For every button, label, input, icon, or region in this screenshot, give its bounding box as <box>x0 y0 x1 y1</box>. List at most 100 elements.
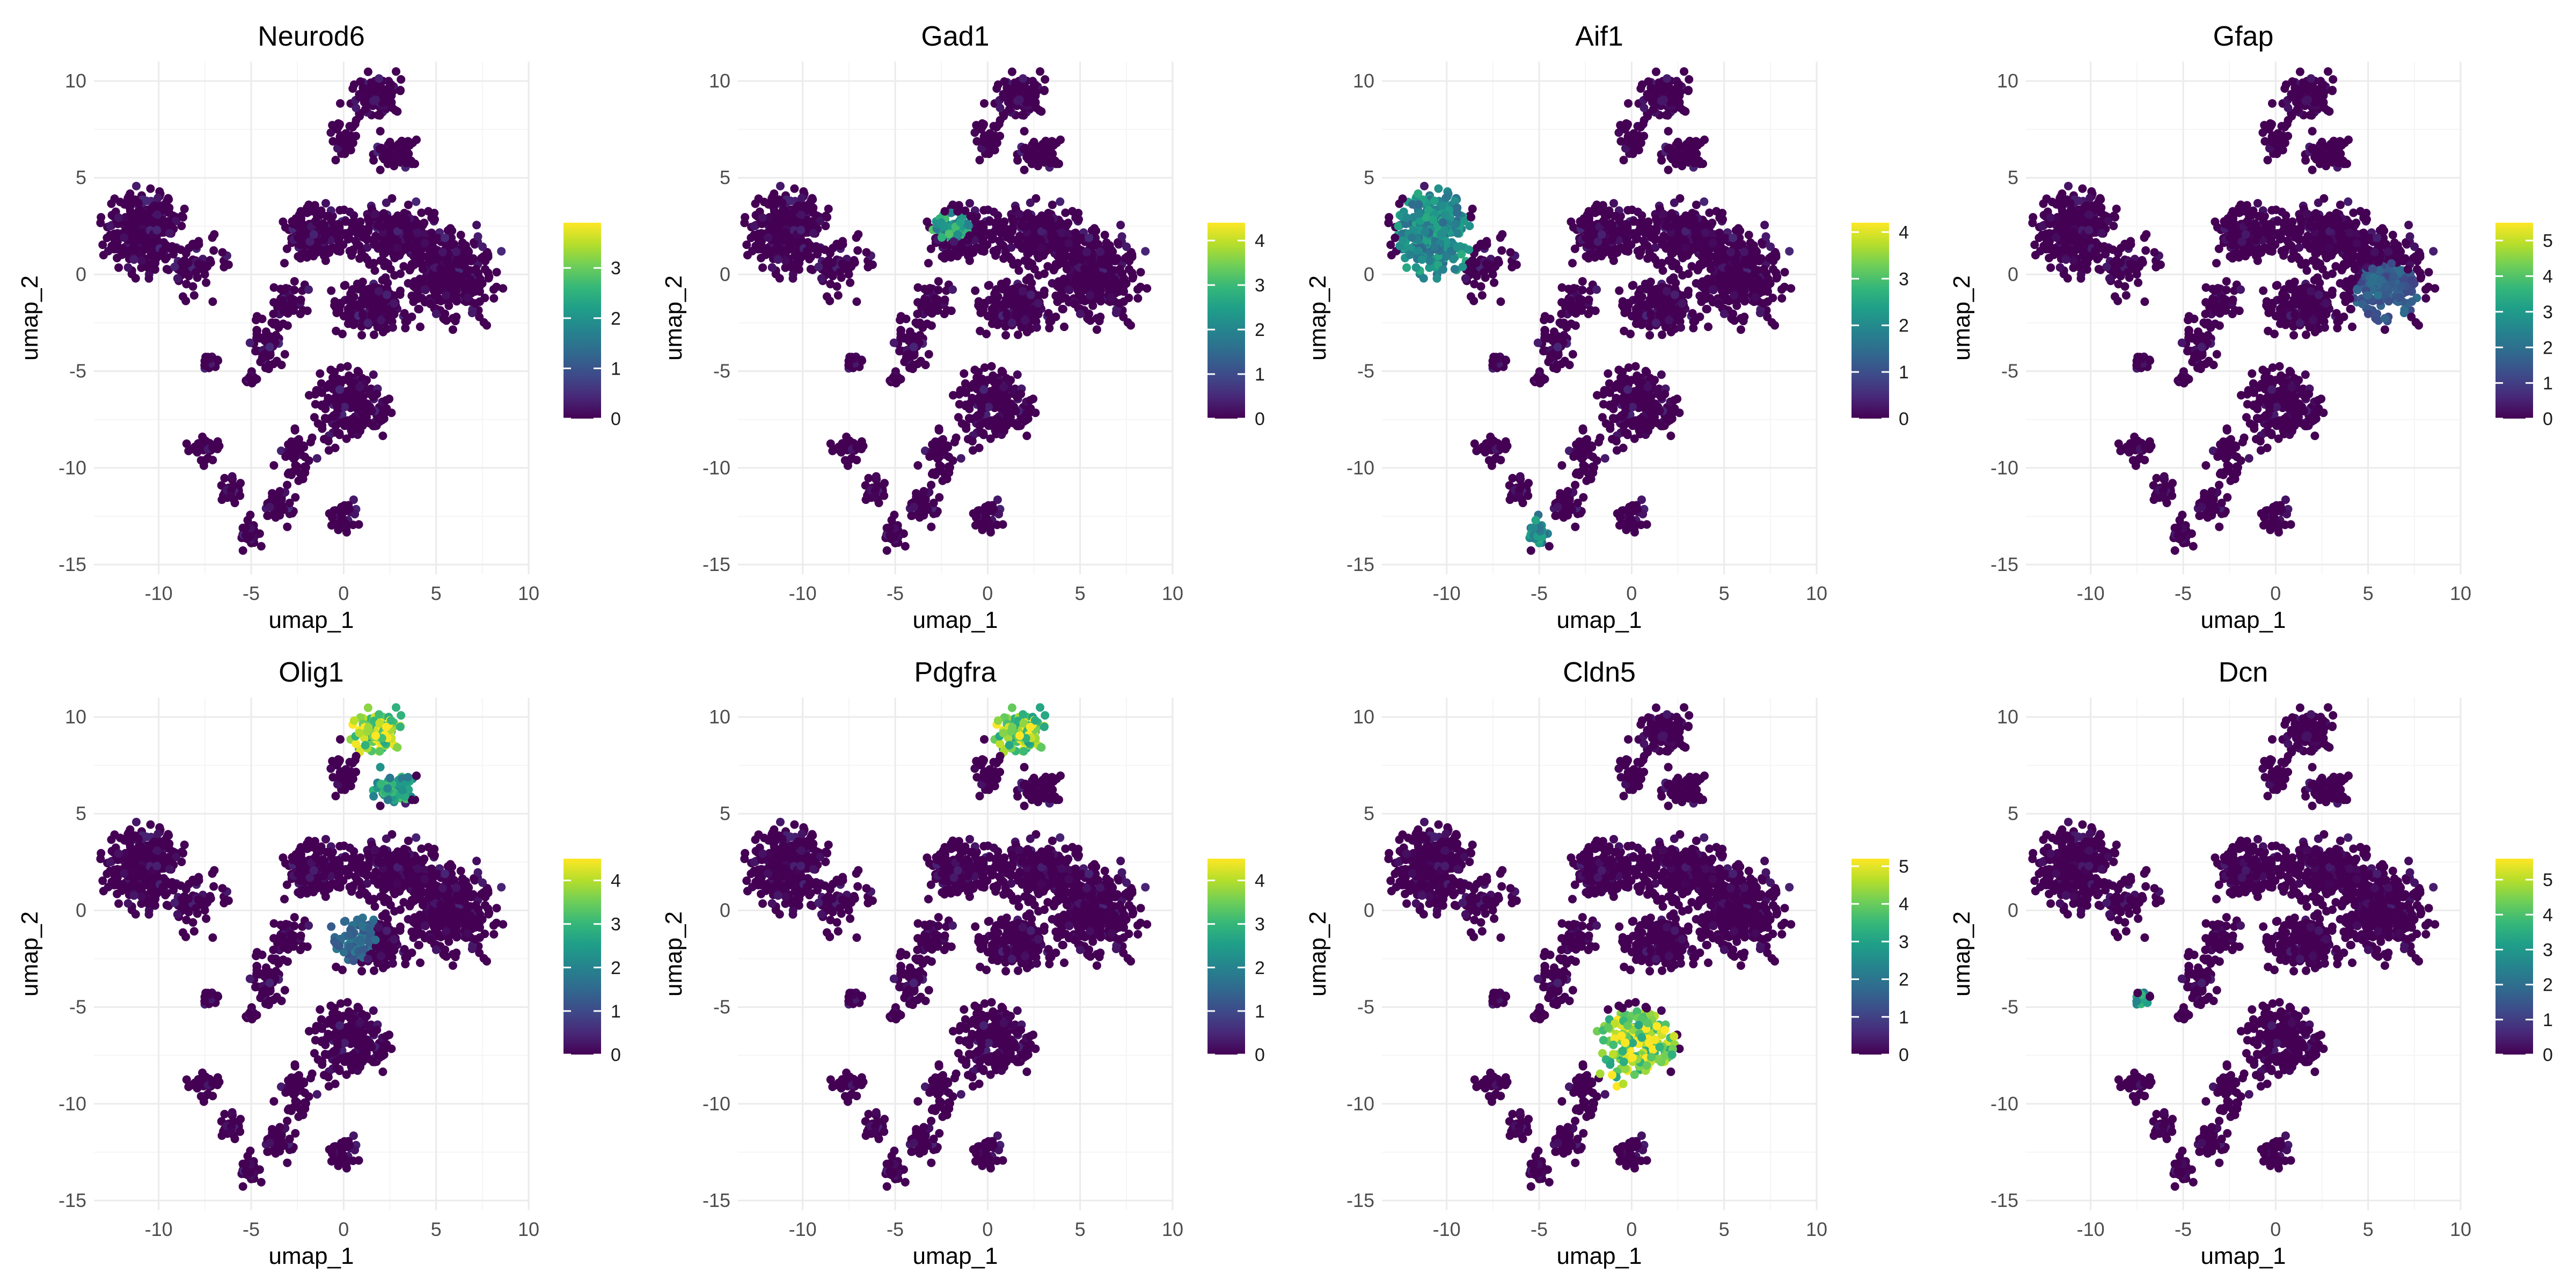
umap-point <box>292 218 302 227</box>
umap-point <box>942 474 952 484</box>
umap-point <box>965 199 974 208</box>
umap-point <box>1664 165 1673 174</box>
umap-point <box>794 201 803 210</box>
umap-point <box>979 223 988 232</box>
umap-point <box>329 396 338 405</box>
umap-point <box>977 521 986 530</box>
umap-point <box>401 317 410 326</box>
umap-point <box>272 318 281 327</box>
umap-point <box>1037 243 1046 252</box>
colorbar-tick-label: 2 <box>1255 320 1265 340</box>
umap-point <box>379 249 388 258</box>
umap-point <box>854 230 863 239</box>
umap-point <box>1007 67 1016 76</box>
umap-point <box>340 281 349 290</box>
umap-point <box>1414 200 1423 209</box>
umap-point <box>442 316 451 325</box>
umap-point <box>335 223 344 232</box>
umap-point <box>472 221 481 230</box>
umap-point <box>1022 431 1031 441</box>
umap-point <box>296 207 305 216</box>
umap-point <box>169 250 178 259</box>
umap-point <box>989 207 998 216</box>
umap-point <box>1461 274 1470 283</box>
umap-point <box>797 193 807 202</box>
umap-point <box>1119 297 1128 306</box>
umap-point <box>814 262 823 272</box>
umap-point <box>404 200 413 209</box>
umap-point <box>948 285 957 294</box>
umap-point <box>1411 263 1421 272</box>
umap-point <box>916 493 925 502</box>
y-axis-title: umap_2 <box>661 275 687 361</box>
umap-point <box>1052 244 1061 253</box>
umap-point <box>420 239 429 248</box>
umap-point <box>1466 292 1475 301</box>
umap-point <box>1115 265 1124 274</box>
umap-point <box>165 208 174 217</box>
umap-point <box>414 305 423 313</box>
umap-point <box>455 259 464 268</box>
feature-panel-aif1: Aif1-10 -5 0 5 10-15-10-50510umap_1umap_2012… <box>1305 21 1909 633</box>
umap-point <box>192 268 200 277</box>
umap-point <box>120 233 129 242</box>
umap-point <box>1670 86 1679 96</box>
umap-point <box>189 291 199 300</box>
umap-point <box>126 200 135 209</box>
umap-point <box>369 370 378 379</box>
umap-point <box>269 461 279 470</box>
umap-point <box>393 227 402 236</box>
umap-point <box>1107 293 1116 302</box>
umap-point <box>767 263 777 272</box>
umap-point <box>349 397 358 406</box>
umap-point <box>1488 270 1497 279</box>
umap-point <box>308 433 317 442</box>
umap-point <box>361 105 370 114</box>
umap-point <box>384 214 393 223</box>
umap-point <box>492 268 501 277</box>
umap-point <box>868 260 877 269</box>
umap-point <box>395 251 404 260</box>
feature-panel-neurod6: Neurod6-10 -5 0 5 10-15-10-50510umap_1umap_2… <box>17 21 621 633</box>
umap-point <box>420 218 429 228</box>
umap-point <box>993 397 1002 406</box>
umap-point <box>852 297 861 306</box>
umap-point <box>1064 239 1073 248</box>
umap-point <box>1005 105 1014 114</box>
umap-point <box>467 309 477 318</box>
umap-point <box>1136 268 1145 277</box>
umap-point <box>226 492 236 501</box>
umap-point <box>400 309 409 318</box>
umap-point <box>448 325 457 334</box>
umap-point <box>320 251 328 260</box>
umap-point <box>289 454 298 463</box>
umap-point <box>346 131 355 140</box>
umap-point <box>833 291 843 300</box>
umap-point <box>1061 208 1070 217</box>
umap-point <box>807 219 816 229</box>
umap-point <box>1096 297 1105 306</box>
umap-point <box>1121 254 1130 263</box>
umap-point <box>987 362 996 371</box>
umap-point <box>1044 309 1053 318</box>
umap-point <box>1048 279 1057 288</box>
umap-point <box>362 91 371 100</box>
umap-point <box>1021 222 1030 231</box>
umap-point <box>282 244 291 253</box>
umap-point <box>445 275 453 284</box>
umap-point <box>152 210 162 219</box>
umap-point <box>441 233 450 243</box>
umap-point <box>956 218 965 227</box>
umap-point <box>343 235 353 244</box>
umap-point <box>1015 209 1024 218</box>
umap-point <box>364 227 372 236</box>
umap-point <box>1657 156 1666 165</box>
umap-point <box>1048 137 1057 146</box>
umap-point <box>880 479 889 488</box>
umap-point <box>341 521 350 530</box>
umap-point <box>1014 330 1022 339</box>
umap-point <box>973 396 982 405</box>
colorbar-tick-label: 0 <box>1255 409 1265 429</box>
umap-point <box>397 75 406 84</box>
umap-point <box>431 309 441 318</box>
